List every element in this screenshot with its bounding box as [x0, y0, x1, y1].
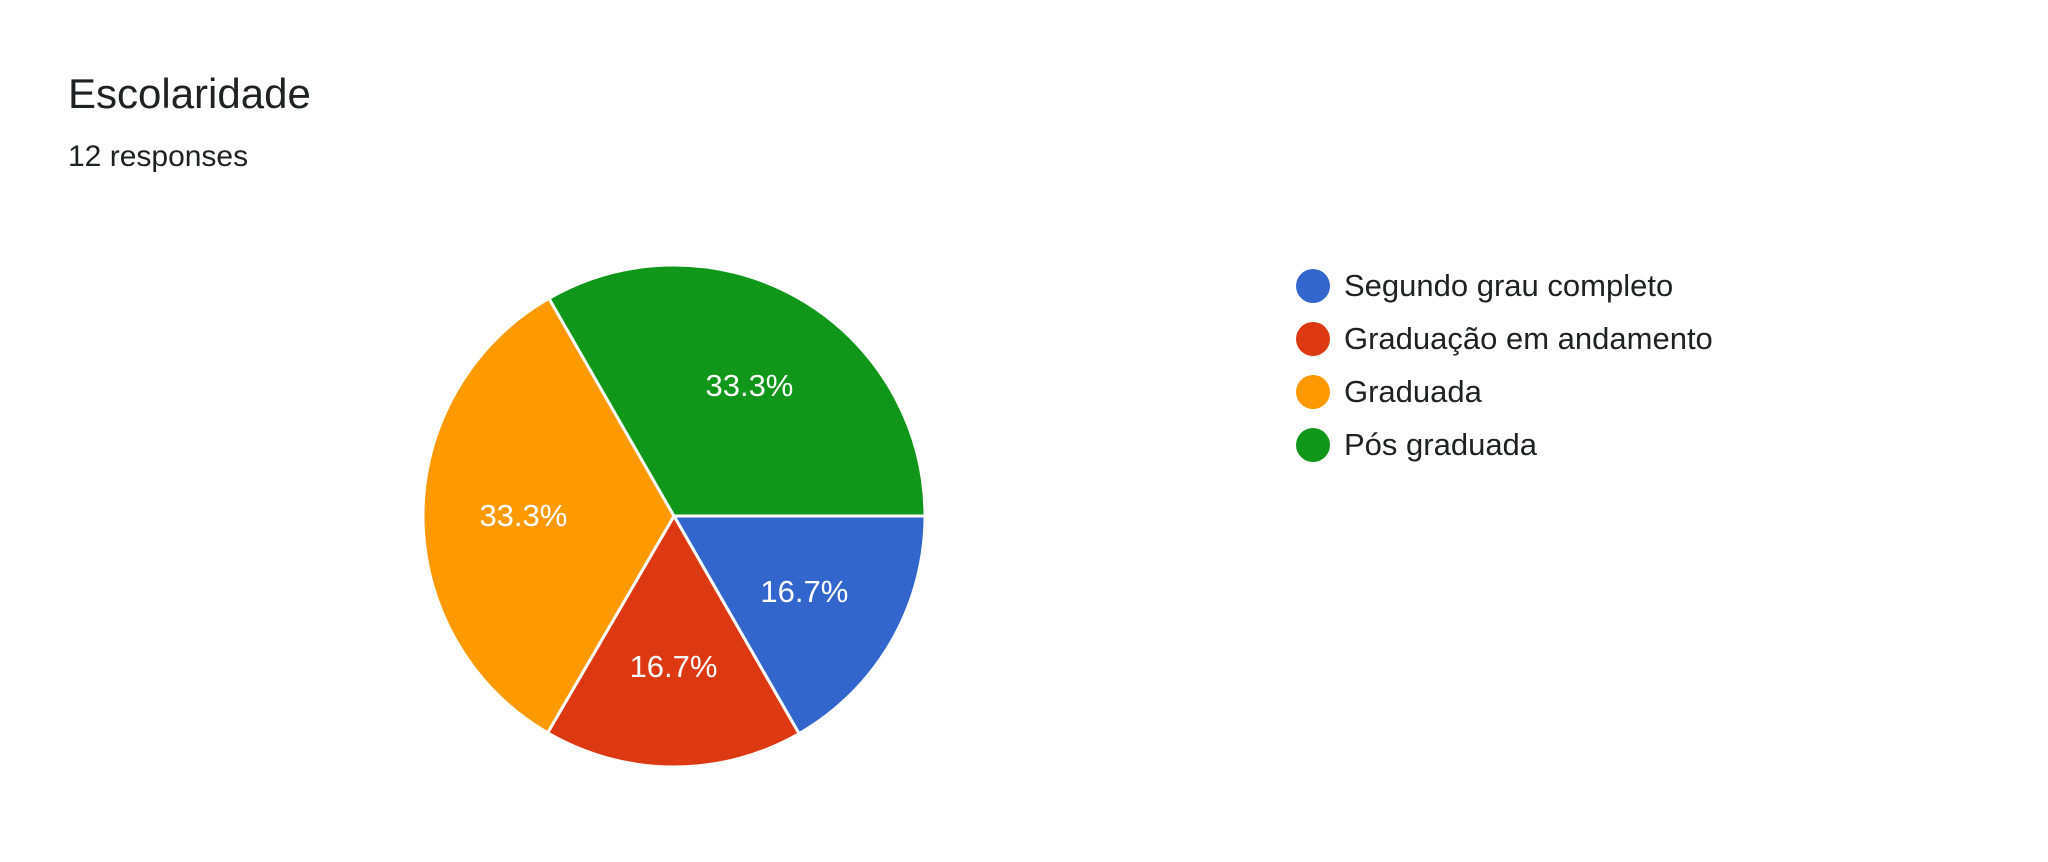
chart-title: Escolaridade — [68, 70, 311, 117]
chart-legend: Segundo grau completo Graduação em andame… — [1296, 259, 1713, 471]
pie-labels: 16.7% 16.7% 33.3% 33.3% — [479, 368, 848, 684]
slice-percent-label: 33.3% — [705, 368, 793, 403]
legend-item: Pós graduada — [1296, 418, 1713, 471]
legend-label: Graduada — [1344, 373, 1482, 409]
pie-slice — [545, 513, 802, 769]
legend-label: Segundo grau completo — [1344, 267, 1674, 303]
legend-swatch — [1296, 427, 1330, 462]
legend-item: Graduação em andamento — [1296, 312, 1713, 365]
legend-swatch — [1296, 321, 1330, 356]
legend-item: Segundo grau completo — [1296, 259, 1713, 312]
legend-label: Pós graduada — [1344, 426, 1538, 462]
pie-slice — [671, 514, 927, 736]
legend-swatch — [1296, 268, 1330, 303]
legend-label: Graduação em andamento — [1344, 320, 1713, 356]
response-count: 12 responses — [68, 140, 249, 173]
slice-percent-label: 16.7% — [630, 649, 718, 684]
legend-item: Graduada — [1296, 365, 1713, 418]
pie-slices — [421, 263, 927, 769]
pie-slice — [546, 263, 927, 518]
slice-percent-label: 33.3% — [479, 498, 567, 533]
slice-percent-label: 16.7% — [760, 574, 848, 609]
legend-swatch — [1296, 374, 1330, 409]
